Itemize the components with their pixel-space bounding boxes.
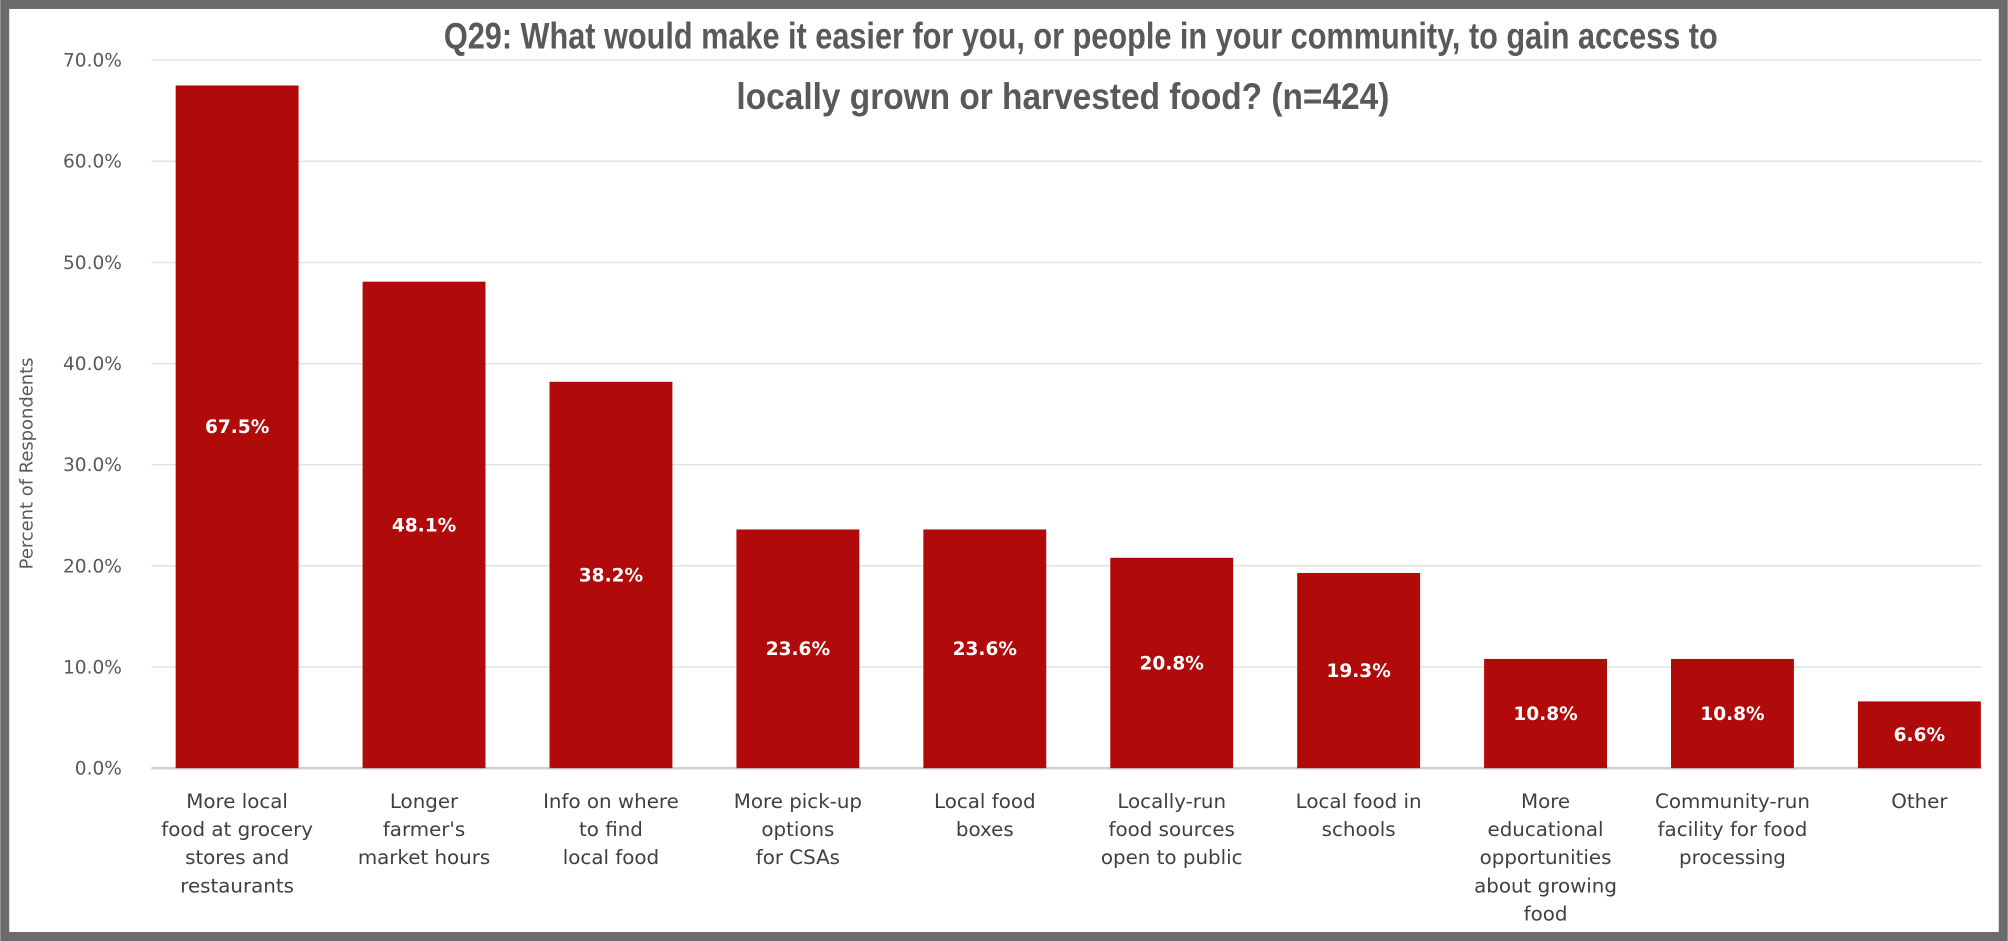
category-label-line: about growing: [1474, 874, 1617, 897]
x-category-label: More pick-up options for CSAs: [734, 790, 862, 869]
category-label-line: boxes: [956, 818, 1014, 841]
category-label-line: Locally-run: [1117, 790, 1226, 813]
category-label-line: open to public: [1101, 846, 1243, 869]
category-label-line: Community-run: [1655, 790, 1810, 813]
y-axis-title: Percent of Respondents: [16, 358, 37, 570]
category-label-line: market hours: [358, 846, 490, 869]
x-category-label: More local food at grocery stores and resta…: [161, 790, 313, 897]
y-tick-label: 60.0%: [63, 152, 122, 173]
category-label-line: for CSAs: [756, 846, 840, 869]
bar: [1857, 701, 1981, 769]
data-label: 6.6%: [1894, 725, 1945, 746]
x-category-label: Locally-run food sources open to public: [1101, 790, 1243, 869]
chart-title-line-2: locally grown or harvested food? (n=424): [736, 75, 1389, 117]
category-label-line: options: [761, 818, 834, 841]
category-label-line: Info on where: [543, 790, 679, 813]
category-label-line: processing: [1679, 846, 1786, 869]
y-tick-label: 70.0%: [63, 51, 122, 72]
category-label-line: Local food in: [1296, 790, 1422, 813]
category-label-line: Other: [1891, 790, 1948, 813]
data-label: 20.8%: [1140, 653, 1204, 674]
x-category-label: Local food in schools: [1296, 790, 1422, 841]
category-label-line: stores and: [185, 846, 289, 869]
category-label-line: Longer: [390, 790, 459, 813]
category-label-line: facility for food: [1658, 818, 1808, 841]
bar: [736, 529, 860, 769]
x-category-label: Local food boxes: [934, 790, 1036, 841]
data-label: 67.5%: [205, 417, 269, 438]
category-label-line: More pick-up: [734, 790, 862, 813]
data-label: 10.8%: [1700, 704, 1764, 725]
category-label-line: opportunities: [1480, 846, 1612, 869]
x-category-label: Longer farmer's market hours: [358, 790, 490, 869]
bar: [175, 85, 299, 769]
category-label-line: food at grocery: [161, 818, 313, 841]
category-label-line: schools: [1322, 818, 1396, 841]
category-label-line: to find: [579, 818, 643, 841]
bar: [362, 281, 486, 769]
y-tick-label: 0.0%: [75, 759, 122, 780]
chart-title-line-1: Q29: What would make it easier for you, …: [444, 15, 1718, 57]
category-label-line: educational: [1488, 818, 1604, 841]
category-label-line: More local: [186, 790, 288, 813]
x-category-label: Other: [1891, 790, 1948, 813]
bar: [1110, 557, 1234, 769]
category-label-line: food sources: [1109, 818, 1235, 841]
data-label: 19.3%: [1326, 661, 1390, 682]
bar: [1671, 658, 1794, 769]
bar: [1297, 572, 1421, 769]
x-category-label: Community-run facility for food processing: [1655, 790, 1810, 869]
category-label-line: farmer's: [383, 818, 465, 841]
y-tick-label: 40.0%: [63, 354, 122, 375]
data-label: 10.8%: [1513, 704, 1577, 725]
y-tick-label: 30.0%: [63, 455, 122, 476]
data-label: 23.6%: [953, 639, 1017, 660]
x-axis-categories: More local food at grocery stores and resta…: [161, 790, 1948, 926]
x-category-label: Info on where to find local food: [543, 790, 679, 869]
y-axis-ticks: 0.0% 10.0% 20.0% 30.0% 40.0% 50.0% 60.0% 70.0%: [63, 51, 122, 780]
bars: 67.5% 48.1% 38.2% 23.6% 23.6% 20.8% 19.3% 10.8%…: [175, 85, 1981, 769]
category-label-line: More: [1521, 790, 1570, 813]
y-tick-label: 50.0%: [63, 253, 122, 274]
y-tick-label: 10.0%: [63, 657, 122, 678]
x-category-label: More educational opportunities about growin…: [1474, 790, 1617, 926]
bar: [1484, 658, 1608, 769]
bar: [549, 381, 673, 769]
data-label: 48.1%: [392, 515, 456, 536]
category-label-line: restaurants: [180, 874, 294, 897]
category-label-line: local food: [563, 846, 659, 869]
chart-area: [9, 8, 1999, 933]
y-tick-label: 20.0%: [63, 556, 122, 577]
data-label: 23.6%: [766, 639, 830, 660]
data-label: 38.2%: [579, 565, 643, 586]
category-label-line: food: [1524, 903, 1568, 926]
bar: [923, 529, 1047, 769]
category-label-line: Local food: [934, 790, 1036, 813]
